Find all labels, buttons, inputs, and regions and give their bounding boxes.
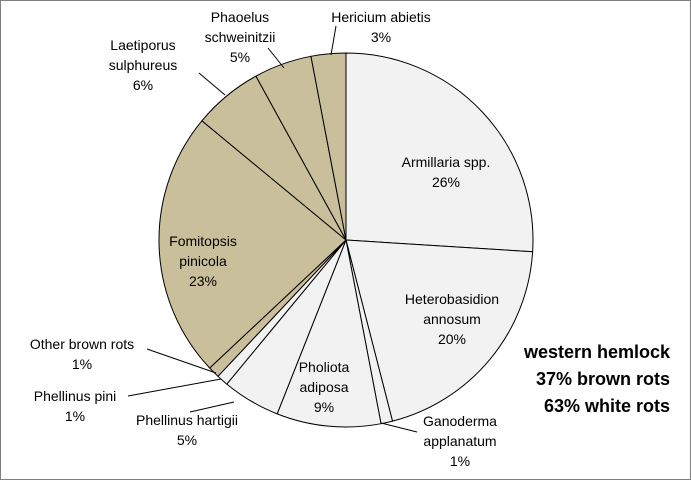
leader-lines xyxy=(127,25,418,433)
slice-pct-label-0: 26% xyxy=(432,174,460,190)
slice-pct-label-5: 1% xyxy=(65,408,85,424)
slice-name-label-10: Hericium abietis xyxy=(331,9,431,25)
slice-name-label-7: Fomitopsis xyxy=(169,233,237,249)
pie-slice-0 xyxy=(345,52,534,253)
slice-name-label-2: Ganoderma xyxy=(423,413,497,429)
slice-name-label-1: Heterobasidion xyxy=(405,291,499,307)
pie-slice-1 xyxy=(345,239,534,422)
slice-name-label-7: pinicola xyxy=(179,253,227,269)
pie-slice-10 xyxy=(310,52,347,241)
slice-pct-label-3: 9% xyxy=(314,399,334,415)
slice-name-label-8: sulphureus xyxy=(109,57,178,73)
slice-pct-label-8: 6% xyxy=(133,77,153,93)
slice-name-label-9: Phaoelus xyxy=(211,9,269,25)
slice-pct-label-1: 20% xyxy=(438,331,466,347)
leader-line-2 xyxy=(380,422,418,433)
slice-name-label-3: Pholiota xyxy=(299,359,350,375)
leader-line-4 xyxy=(189,401,235,413)
slice-pct-label-6: 1% xyxy=(72,356,92,372)
leader-line-8 xyxy=(198,72,226,96)
pie-slice-7 xyxy=(158,120,347,369)
pie-slices xyxy=(158,52,534,428)
leader-line-6 xyxy=(146,348,217,374)
annotation-line-2: 37% brown rots xyxy=(536,369,670,389)
pie-slice-3 xyxy=(276,238,382,428)
slice-name-label-0: Armillaria spp. xyxy=(402,154,491,170)
slice-pct-label-4: 5% xyxy=(177,432,197,448)
annotation-line-1: western hemlock xyxy=(523,342,671,362)
slice-pct-label-2: 1% xyxy=(450,453,470,469)
annotation-line-3: 63% white rots xyxy=(544,396,670,416)
slice-name-label-4: Phellinus hartigii xyxy=(136,412,238,428)
leader-line-9 xyxy=(267,47,285,69)
slice-name-label-1: annosum xyxy=(423,311,481,327)
leader-line-10 xyxy=(330,25,337,56)
slice-name-label-6: Other brown rots xyxy=(30,336,134,352)
leader-line-5 xyxy=(127,378,222,397)
slice-name-label-9: schweinitzii xyxy=(205,29,276,45)
slice-pct-label-7: 23% xyxy=(189,273,217,289)
slice-name-label-5: Phellinus pini xyxy=(34,388,117,404)
slice-pct-label-9: 5% xyxy=(230,49,250,65)
slice-labels: Armillaria spp. 26% Heterobasidion annosum 2… xyxy=(30,9,499,469)
slice-name-label-3: adiposa xyxy=(299,379,348,395)
slice-pct-label-10: 3% xyxy=(371,29,391,45)
slice-name-label-8: Laetiporus xyxy=(110,37,175,53)
slice-name-label-2: applanatum xyxy=(423,433,496,449)
